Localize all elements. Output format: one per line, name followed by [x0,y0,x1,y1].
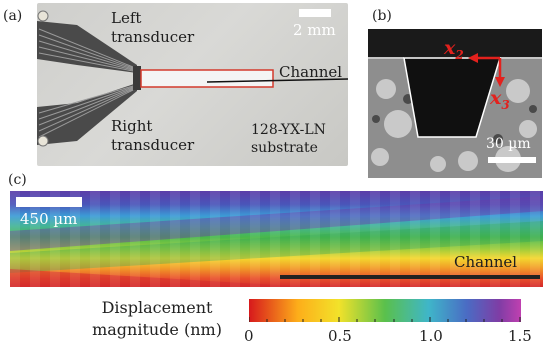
substrate-label: 128-YX-LN substrate [251,122,326,156]
channel-label-c: Channel [454,253,518,271]
left-transducer-label: Left transducer [111,9,195,46]
scale-bar-label-a: 2 mm [293,21,336,39]
panel-b-label: (b) [372,8,392,24]
panel-a-photo: Left transducer Right transducer 2 mm Ch… [37,3,348,166]
colorbar-title-line2: magnitude (nm) [92,320,222,339]
panel-a-label: (a) [3,8,23,24]
displacement-map: 450 µm Channel [10,191,543,287]
x2-axis-label: x2 [444,37,464,62]
panel-b-micrograph: x2 x3 30 µm [368,29,542,178]
colorbar-title-line1: Displacement [101,298,213,317]
transducer-drawing [37,9,348,147]
scale-bar-label-b: 30 µm [486,136,531,152]
right-transducer-label: Right transducer [111,117,195,154]
wave-pattern [10,191,543,287]
colorbar-tick-1-0: 1.0 [419,327,443,345]
x3-axis-label: x3 [490,87,510,112]
panel-c-label: (c) [8,172,27,188]
colorbar [249,299,521,322]
colorbar-tick-0-5: 0.5 [328,327,352,345]
colorbar-title: Displacement magnitude (nm) [82,297,232,341]
colorbar-tick-1-5: 1.5 [508,327,532,345]
channel-label-a: Channel [279,63,343,81]
channel-cross-section [368,53,542,178]
colorbar-tick-0: 0 [244,327,254,345]
colorbar-ticks [249,317,521,322]
scale-bar-label-c: 450 µm [20,210,78,228]
